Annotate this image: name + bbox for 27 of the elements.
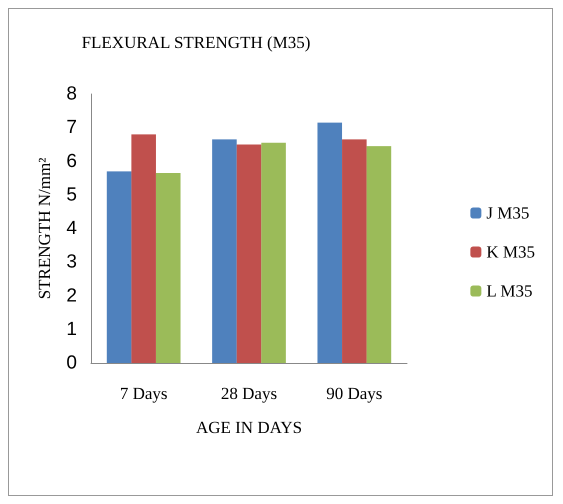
x-tick-label: 28 Days xyxy=(220,384,278,403)
legend-label: K M35 xyxy=(486,242,536,262)
legend-label: J M35 xyxy=(486,204,530,222)
y-tick-label: 8 xyxy=(66,84,77,104)
bar xyxy=(131,134,156,363)
y-tick-label: 6 xyxy=(66,150,77,172)
x-tick-label: 90 Days xyxy=(326,384,382,403)
y-tick-label: 7 xyxy=(66,117,77,138)
bar xyxy=(261,142,286,363)
bar xyxy=(212,139,237,363)
bar xyxy=(366,146,392,363)
bar xyxy=(342,139,367,363)
y-tick-label: 2 xyxy=(66,285,77,306)
legend-label: L M35 xyxy=(486,282,532,300)
y-axis-title: STRENGTH N/mm² xyxy=(35,158,54,300)
y-tick-label: 1 xyxy=(66,318,77,340)
y-tick-label: 5 xyxy=(66,184,77,206)
y-tick-label: 4 xyxy=(66,218,78,239)
bar xyxy=(156,173,181,363)
x-tick-label: 7 Days xyxy=(120,384,168,403)
bar xyxy=(236,144,262,363)
x-axis-title: AGE IN DAYS xyxy=(196,418,302,437)
bar xyxy=(106,171,132,363)
y-tick-label: 3 xyxy=(66,252,77,273)
chart-title: FLEXURAL STRENGTH (M35) xyxy=(82,33,310,52)
bar xyxy=(317,122,342,363)
y-tick-label: 0 xyxy=(66,352,77,374)
